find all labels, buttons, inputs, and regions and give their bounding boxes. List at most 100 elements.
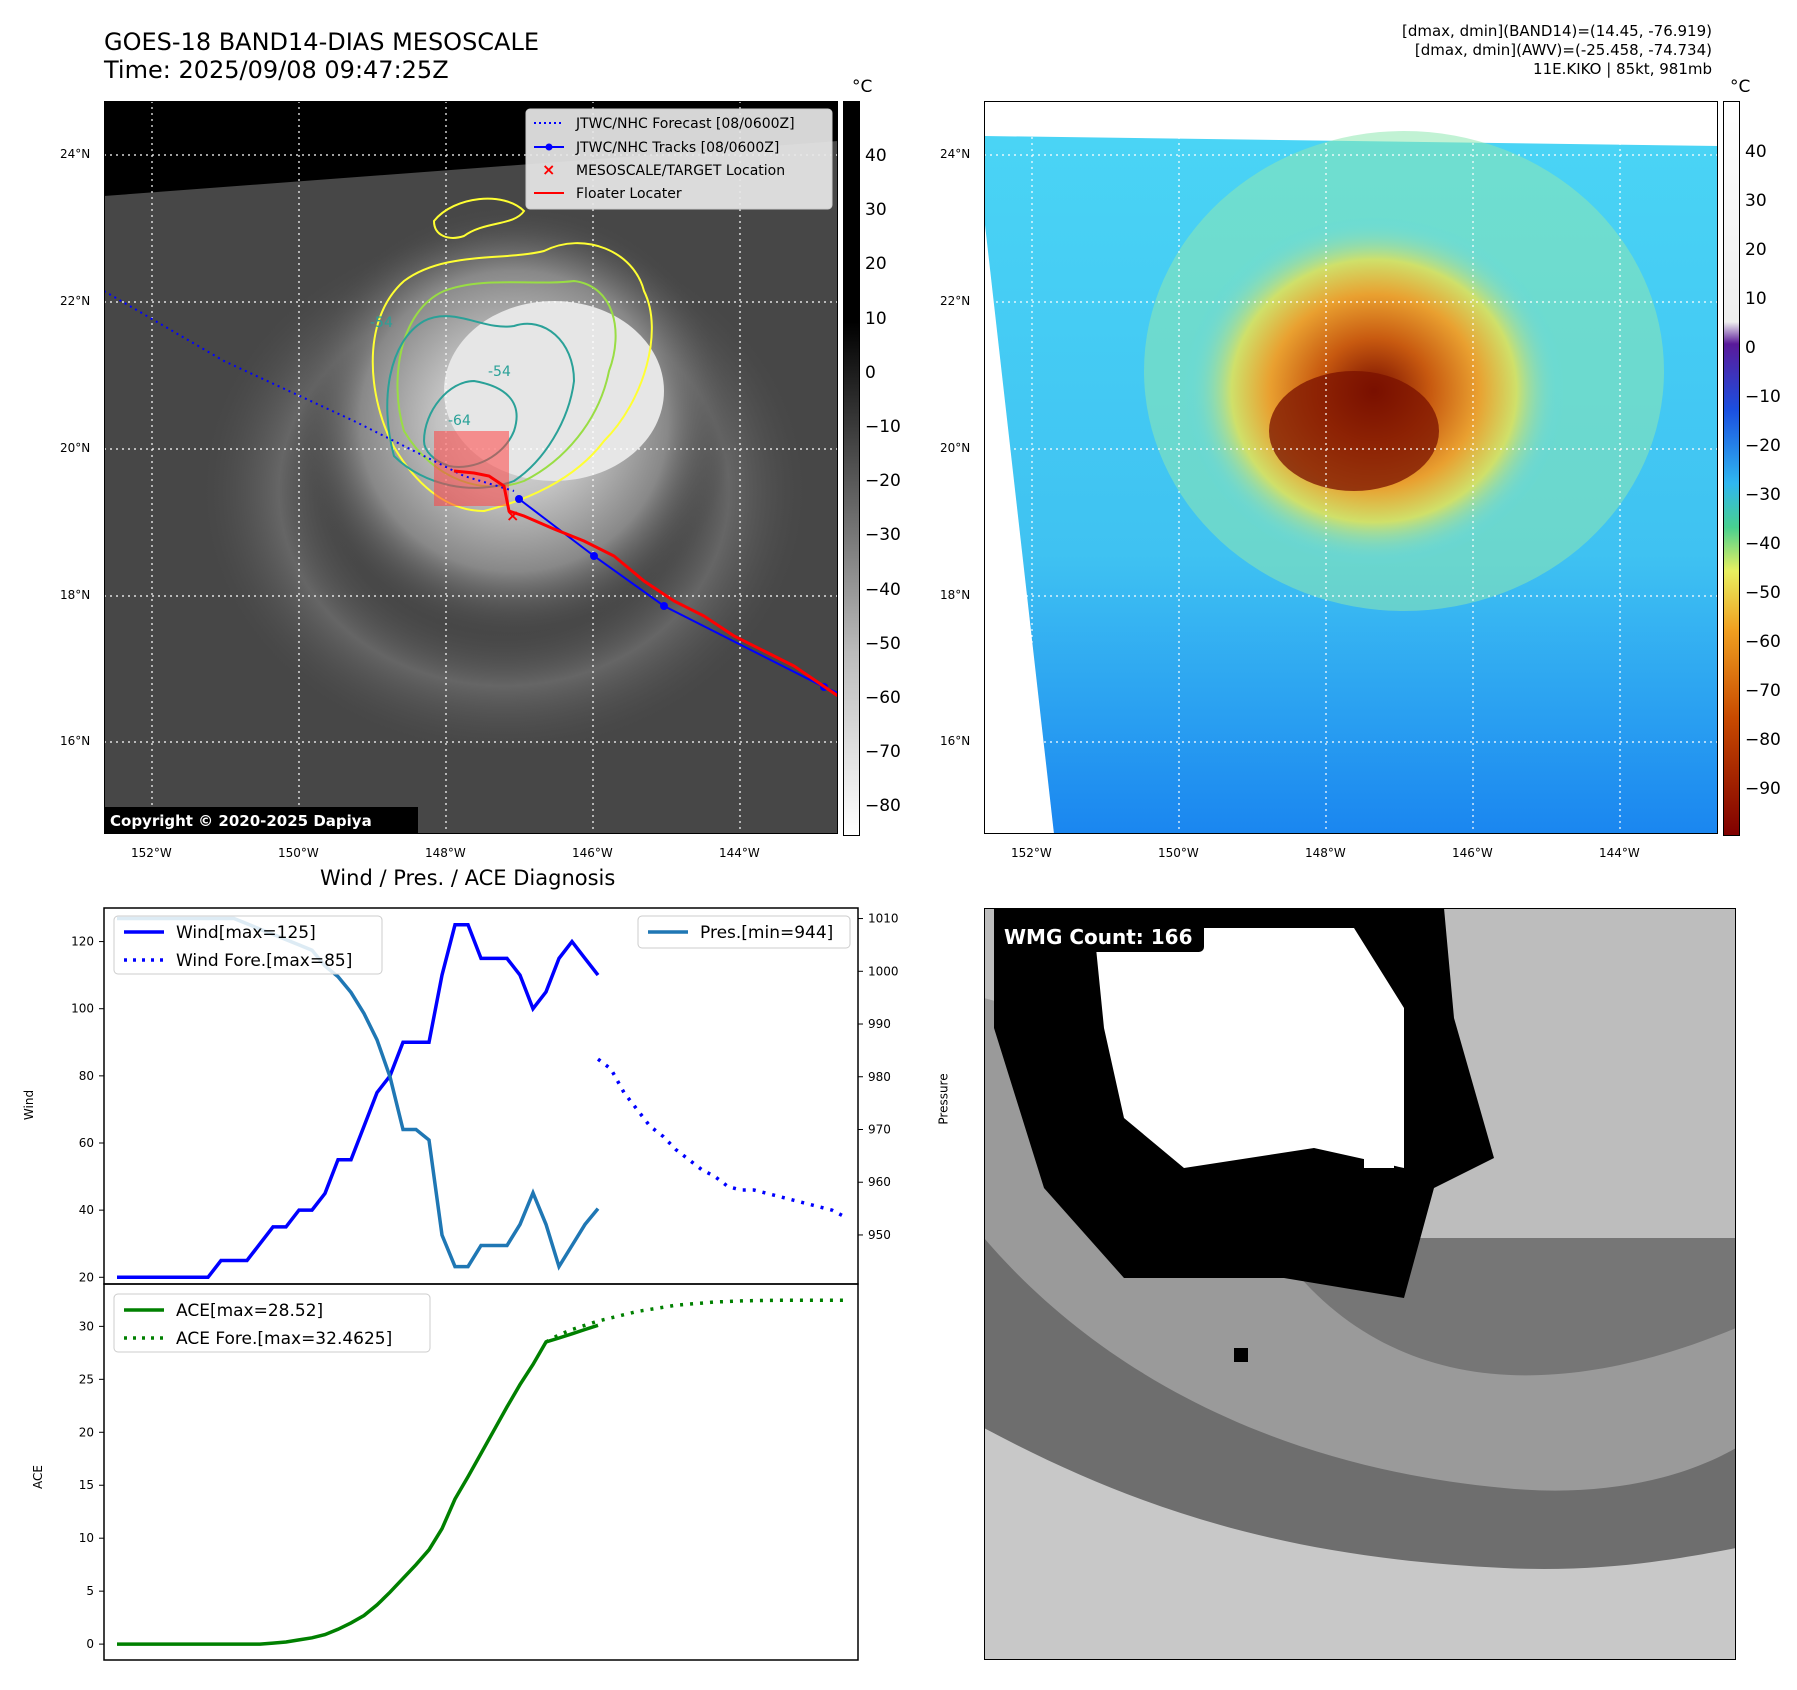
ace-tick-label: 25 [79,1372,94,1386]
lon-label: 144°W [1599,846,1640,860]
lon-label: 148°W [1305,846,1346,860]
pressure-tick-label: 950 [868,1228,891,1242]
colorbar2-tick: −10 [1745,387,1781,407]
colorbar2-tick: −60 [1745,632,1781,652]
colorbar1-tick: −40 [865,579,901,600]
colorbar1-tick: 10 [865,308,887,329]
lat-label: 20°N [60,441,91,455]
lat-label: 16°N [60,734,91,748]
lon-label: 150°W [1158,846,1199,860]
colorbar1-tick: −50 [865,633,901,654]
svg-text:×: × [542,160,555,179]
colorbar1-tick: 20 [865,254,887,275]
colorbar2-tick: −50 [1745,583,1781,603]
colorbar2-tick: 30 [1745,191,1767,211]
colorbar1-tick: 40 [865,146,887,166]
colorbar2-tick: −40 [1745,534,1781,554]
pressure-legend-box [637,915,851,949]
lon-label: 148°W [425,846,466,860]
colorbar2-tick: −20 [1745,436,1781,456]
colorbar2-tick: 10 [1745,289,1767,309]
lon-label: 144°W [719,846,760,860]
ace-forecast-line [545,1298,845,1344]
ace-line [117,1323,599,1646]
wind-tick-label: 100 [71,1002,94,1016]
pressure-tick-label: 960 [868,1175,891,1189]
colorbar-unit: °C [852,77,873,97]
colorbar2-unit: °C [1730,77,1751,97]
lon-label: 150°W [278,846,319,860]
pressure-tick-label: 980 [868,1070,891,1084]
legend-tracks: JTWC/NHC Tracks [08/0600Z] [575,140,779,156]
lat-label: 22°N [940,294,971,308]
track-point [660,602,668,610]
legend-floater: Floater Locater [576,186,682,202]
colorbar1-tick: −30 [865,525,901,546]
ace-tick-label: 20 [79,1425,94,1439]
awv-map-panel [984,101,1718,834]
legend-forecast: JTWC/NHC Forecast [08/0600Z] [575,116,795,132]
lat-label: 18°N [60,588,91,602]
legend-target: MESOSCALE/TARGET Location [576,163,785,179]
floater-track [453,469,838,698]
colorbar2-tick: −70 [1745,681,1781,701]
contour-yellow [371,242,653,513]
colorbar2-tick: −90 [1745,779,1781,799]
wind-tick-label: 80 [79,1069,94,1083]
pressure-axis-label: Pressure [936,1073,951,1125]
ace-plot-frame [103,1283,859,1661]
ace-tick-label: 5 [86,1584,94,1598]
colorbar1-tick: −10 [865,417,901,437]
storm-info: [dmax, dmin](BAND14)=(14.45, -76.919) [d… [1402,22,1712,79]
contour-label-2: -54 [488,364,511,380]
ace-forecast-legend-label: ACE Fore.[max=32.4625] [176,1329,392,1349]
lat-label: 24°N [60,147,91,161]
wind-tick-label: 20 [79,1270,94,1284]
lon-label: 152°W [131,846,172,860]
pressure-tick-label: 990 [868,1017,891,1031]
awv-gridlines [984,101,1718,834]
title-time: Time: 2025/09/08 09:47:25Z [104,56,449,84]
colorbar1-tick: 30 [865,200,887,221]
awv-coldest [1269,371,1439,491]
ace-legend-label: ACE[max=28.52] [176,1301,323,1321]
ace-tick-label: 10 [79,1531,94,1545]
ir-colorbar [843,101,860,836]
wind-tick-label: 60 [79,1136,94,1150]
storm-id: 11E.KIKO | 85kt, 981mb [1533,60,1712,78]
ir-map-panel: -54 -54 -64 × × JTWC/NHC Forecast [08/06… [104,101,838,834]
figure-title: GOES-18 BAND14-DIAS MESOSCALE Time: 2025… [104,28,539,84]
contour-label-1: -54 [370,315,393,331]
colorbar1-tick: 0 [865,362,876,383]
wind-line [117,923,600,1280]
map-legend: × [525,108,833,210]
lon-label: 146°W [572,846,613,860]
pressure-legend-label: Pres.[min=944] [700,923,833,943]
lat-label: 16°N [940,734,971,748]
pressure-tick-label: 1010 [868,912,899,926]
ace-legend-box [113,1293,431,1353]
track-point [590,552,598,560]
colorbar1-tick: −80 [865,796,901,817]
diagnosis-chart: 2040608010012095096097098099010001010Win… [71,907,899,1661]
ace-tick-label: 0 [86,1637,94,1651]
colorbar2-tick: 20 [1745,240,1767,260]
forecast-track [104,290,515,492]
wmg-outer-rain [984,1428,1736,1660]
lat-label: 24°N [940,147,971,161]
mesoscale-box [434,431,509,506]
colorbar2-tick: −80 [1745,730,1781,750]
lat-label: 20°N [940,441,971,455]
ace-tick-label: 30 [79,1319,94,1333]
wind-forecast-legend-label: Wind Fore.[max=85] [176,951,352,971]
lon-label: 152°W [1011,846,1052,860]
title-product: GOES-18 BAND14-DIAS MESOSCALE [104,28,540,56]
colorbar2-tick: 0 [1745,338,1756,358]
colorbar2-tick: 40 [1745,142,1767,162]
contour-yellow-2 [432,197,526,239]
track-point [515,495,523,503]
lat-label: 18°N [940,588,971,602]
awv-range: [dmax, dmin](AWV)=(-25.458, -74.734) [1414,41,1712,59]
wmg-panel: WMG Count: 166 [984,908,1736,1660]
wind-tick-label: 120 [71,935,94,949]
